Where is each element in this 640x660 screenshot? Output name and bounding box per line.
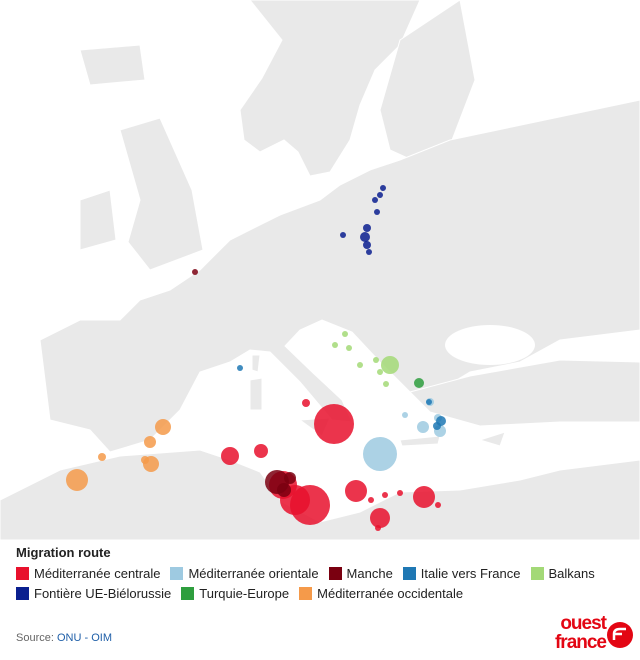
marker	[284, 472, 296, 484]
marker	[332, 342, 338, 348]
marker	[302, 399, 310, 407]
marker	[417, 421, 429, 433]
legend-label: Manche	[346, 566, 393, 581]
marker	[377, 192, 383, 198]
source: Source: ONU - OIM	[16, 632, 112, 644]
marker	[314, 404, 354, 444]
legend-item: Manche	[328, 566, 393, 581]
marker	[144, 436, 156, 448]
marker	[374, 209, 380, 215]
legend-item: Turquie-Europe	[181, 586, 289, 601]
legend-swatch	[328, 567, 342, 580]
marker	[414, 378, 424, 388]
marker	[98, 453, 106, 461]
marker	[375, 525, 381, 531]
source-label: Source:	[16, 632, 54, 644]
marker	[221, 447, 239, 465]
black-sea	[445, 325, 535, 365]
marker	[345, 480, 367, 502]
marker	[381, 356, 399, 374]
legend-swatch	[16, 587, 29, 600]
legend-swatch	[170, 567, 184, 580]
marker	[254, 444, 268, 458]
marker	[346, 345, 352, 351]
marker	[370, 508, 390, 528]
marker	[402, 412, 408, 418]
marker	[397, 490, 403, 496]
legend-item: Méditerranée orientale	[170, 566, 319, 581]
marker	[382, 492, 388, 498]
marker	[366, 249, 372, 255]
legend-swatch	[299, 587, 313, 600]
markers	[66, 185, 446, 531]
marker	[435, 502, 441, 508]
legend-item: Italie vers France	[402, 566, 521, 581]
legend-swatch	[16, 567, 29, 580]
legend-label: Balkans	[548, 566, 595, 581]
legend-label: Italie vers France	[420, 566, 521, 581]
marker	[372, 197, 378, 203]
logo-text: ouest	[560, 613, 607, 634]
logo: ouest france	[555, 613, 633, 653]
marker	[380, 185, 386, 191]
legend-swatch	[402, 567, 416, 580]
legend-swatch	[181, 587, 195, 600]
legend-swatch	[530, 567, 544, 580]
legend-label: Turquie-Europe	[199, 586, 290, 601]
marker	[383, 381, 389, 387]
source-link[interactable]: ONU - OIM	[56, 632, 112, 644]
marker	[413, 486, 435, 508]
legend-item: Méditerranée centrale	[16, 566, 160, 581]
marker	[342, 331, 348, 337]
marker	[155, 419, 171, 435]
logo-text: france	[555, 632, 606, 653]
marker	[363, 224, 371, 232]
legend-label: Fontière UE-Biélorussie	[34, 586, 172, 601]
legend-label: Méditerranée occidentale	[317, 586, 464, 601]
marker	[66, 469, 88, 491]
marker	[277, 483, 291, 497]
legend-item: Méditerranée occidentale	[299, 586, 463, 601]
marker	[363, 437, 397, 471]
marker	[377, 369, 383, 375]
legend-label: Méditerranée orientale	[188, 566, 319, 581]
legend-label: Méditerranée centrale	[34, 566, 161, 581]
map	[0, 0, 640, 540]
marker	[368, 497, 374, 503]
marker	[433, 422, 441, 430]
marker	[237, 365, 243, 371]
marker	[360, 232, 370, 242]
legend-title: Migration route	[16, 545, 111, 560]
legend-item: Balkans	[530, 566, 595, 581]
legend-items: Méditerranée centrale Méditerranée orient…	[16, 566, 626, 601]
marker	[357, 362, 363, 368]
logo-icon	[612, 627, 626, 640]
legend: Migration route Méditerranée centrale Méd…	[16, 545, 626, 601]
marker	[141, 456, 149, 464]
marker	[373, 357, 379, 363]
marker	[426, 399, 432, 405]
marker	[363, 241, 371, 249]
marker	[340, 232, 346, 238]
legend-item: Fontière UE-Biélorussie	[16, 586, 171, 601]
marker	[192, 269, 198, 275]
